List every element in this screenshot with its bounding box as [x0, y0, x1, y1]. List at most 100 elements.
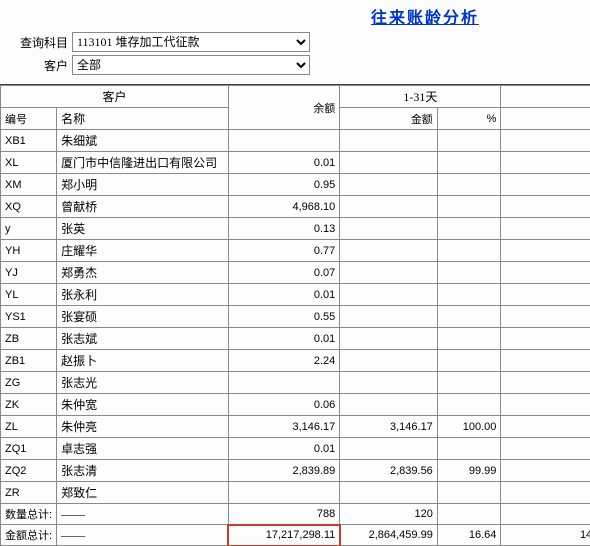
table-body: XB1朱细斌XL厦门市中信隆进出口有限公司0.01XM郑小明0.950XQ曾献桥… — [1, 130, 590, 504]
cell-bal — [228, 372, 339, 394]
sum-name: —— — [57, 525, 229, 546]
sum-amt2: 14,352,838 — [501, 525, 590, 546]
cell-id: ZB — [1, 328, 57, 350]
cell-id: ZG — [1, 372, 57, 394]
table-row[interactable]: YH庄耀华0.770 — [1, 240, 590, 262]
cell-bal — [228, 130, 339, 152]
cell-amt: 3,146.17 — [340, 416, 438, 438]
cell-name: 朱细斌 — [57, 130, 229, 152]
table-row[interactable]: XL厦门市中信隆进出口有限公司0.01 — [1, 152, 590, 174]
hdr-amt2: 金额 — [501, 108, 590, 130]
table-row[interactable]: XB1朱细斌 — [1, 130, 590, 152]
qty-pct — [437, 504, 501, 525]
cell-bal: 4,968.10 — [228, 196, 339, 218]
cell-id: YJ — [1, 262, 57, 284]
table-row[interactable]: ZQ1卓志强0.01 — [1, 438, 590, 460]
cell-name: 曾献桥 — [57, 196, 229, 218]
cell-bal: 0.07 — [228, 262, 339, 284]
data-grid: 客户 余额 1-31天 3 编号 名称 金额 % 金额 XB1朱细斌XL厦门市中… — [0, 84, 590, 546]
table-row[interactable]: ZL朱仲亮3,146.173,146.17100.00 — [1, 416, 590, 438]
cell-amt2 — [501, 416, 590, 438]
table-row[interactable]: ZK朱仲宽0.06 — [1, 394, 590, 416]
title-link[interactable]: 往来账龄分析 — [371, 10, 479, 27]
qty-amt: 120 — [340, 504, 438, 525]
hdr-customer: 客户 — [1, 86, 229, 108]
subject-label: 查询科目 — [8, 34, 72, 51]
cell-amt2 — [501, 152, 590, 174]
cell-pct — [437, 196, 501, 218]
table-row[interactable]: ZR郑致仁 — [1, 482, 590, 504]
sum-label: 金额总计: — [1, 525, 57, 546]
cell-amt2: 4,968 — [501, 196, 590, 218]
cell-id: ZK — [1, 394, 57, 416]
cell-id: XQ — [1, 196, 57, 218]
cell-id: ZL — [1, 416, 57, 438]
cell-pct — [437, 240, 501, 262]
cell-pct — [437, 350, 501, 372]
cell-bal: 0.01 — [228, 438, 339, 460]
cell-bal — [228, 482, 339, 504]
cell-name: 庄耀华 — [57, 240, 229, 262]
table-row[interactable]: ZG张志光 — [1, 372, 590, 394]
customer-label: 客户 — [8, 57, 72, 74]
table-row[interactable]: YJ郑勇杰0.07 — [1, 262, 590, 284]
cell-id: ZQ1 — [1, 438, 57, 460]
cell-bal: 0.95 — [228, 174, 339, 196]
cell-amt — [340, 306, 438, 328]
cell-pct — [437, 482, 501, 504]
customer-select[interactable]: 全部 — [72, 55, 310, 75]
cell-amt2 — [501, 328, 590, 350]
qty-amt2 — [501, 504, 590, 525]
cell-id: YL — [1, 284, 57, 306]
table-row[interactable]: y张英0.13 — [1, 218, 590, 240]
cell-bal: 2.24 — [228, 350, 339, 372]
cell-pct — [437, 328, 501, 350]
qty-name: —— — [57, 504, 229, 525]
hdr-id: 编号 — [1, 108, 57, 130]
cell-name: 朱仲宽 — [57, 394, 229, 416]
subject-select[interactable]: 113101 堆存加工代征款 — [72, 32, 310, 52]
summary-sum-row: 金额总计: —— 17,217,298.11 2,864,459.99 16.6… — [1, 525, 590, 546]
table-row[interactable]: ZB1赵振卜2.24 — [1, 350, 590, 372]
cell-id: XL — [1, 152, 57, 174]
cell-id: YS1 — [1, 306, 57, 328]
cell-amt2: 0 — [501, 174, 590, 196]
table-row[interactable]: XQ曾献桥4,968.10 4,968 — [1, 196, 590, 218]
table-row[interactable]: YS1张宴硕0.55 — [1, 306, 590, 328]
cell-id: XM — [1, 174, 57, 196]
filter-panel: 往来账龄分析 查询科目 113101 堆存加工代征款 客户 全部 — [0, 0, 590, 84]
table-row[interactable]: XM郑小明0.95 0 — [1, 174, 590, 196]
cell-bal: 0.01 — [228, 152, 339, 174]
cell-amt — [340, 196, 438, 218]
table-row[interactable]: ZB张志斌0.01 — [1, 328, 590, 350]
cell-name: 赵振卜 — [57, 350, 229, 372]
cell-amt2 — [501, 262, 590, 284]
cell-amt — [340, 152, 438, 174]
summary-body: 数量总计: —— 788 120 金额总计: —— 17,217,298.11 … — [1, 504, 590, 546]
cell-amt2 — [501, 372, 590, 394]
cell-name: 张英 — [57, 218, 229, 240]
cell-name: 张志光 — [57, 372, 229, 394]
cell-amt — [340, 372, 438, 394]
summary-qty-row: 数量总计: —— 788 120 — [1, 504, 590, 525]
cell-amt — [340, 130, 438, 152]
cell-name: 郑小明 — [57, 174, 229, 196]
cell-pct — [437, 218, 501, 240]
table-row[interactable]: YL张永利0.01 — [1, 284, 590, 306]
cell-name: 郑致仁 — [57, 482, 229, 504]
sum-pct: 16.64 — [437, 525, 501, 546]
cell-pct: 99.99 — [437, 460, 501, 482]
cell-amt — [340, 262, 438, 284]
cell-id: y — [1, 218, 57, 240]
cell-name: 张志斌 — [57, 328, 229, 350]
cell-name: 厦门市中信隆进出口有限公司 — [57, 152, 229, 174]
cell-bal: 0.55 — [228, 306, 339, 328]
cell-amt — [340, 218, 438, 240]
cell-pct — [437, 438, 501, 460]
cell-id: ZR — [1, 482, 57, 504]
table-row[interactable]: ZQ2张志清2,839.892,839.5699.99 — [1, 460, 590, 482]
hdr-pct1: % — [437, 108, 501, 130]
cell-amt2 — [501, 460, 590, 482]
sum-amt: 2,864,459.99 — [340, 525, 438, 546]
hdr-amt1: 金额 — [340, 108, 438, 130]
